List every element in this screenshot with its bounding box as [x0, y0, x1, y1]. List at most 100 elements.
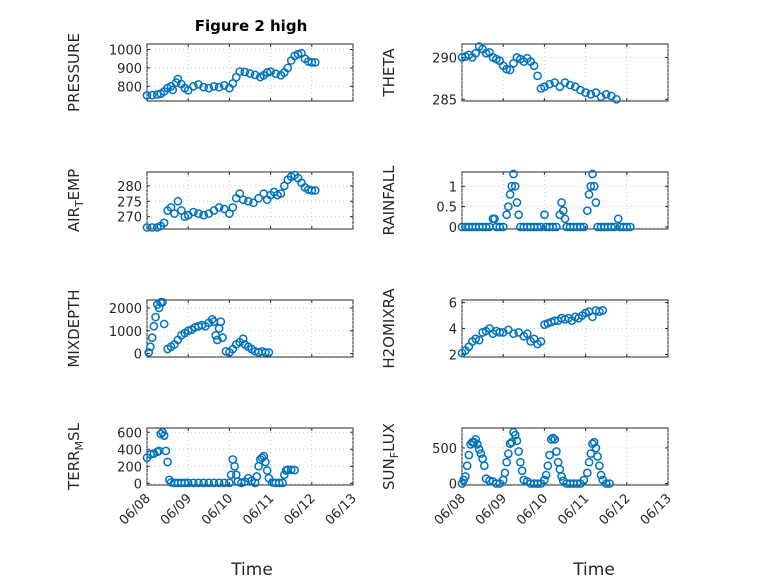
y-tick-label: 400: [117, 443, 142, 458]
data-point: [219, 478, 229, 488]
data-point: [596, 92, 606, 102]
data-point: [502, 457, 511, 467]
x-tick-label: 06/12: [597, 491, 634, 528]
data-point: [579, 475, 589, 485]
data-point: [161, 446, 171, 456]
data-point: [545, 79, 554, 89]
data-point: [495, 222, 505, 232]
data-point: [283, 63, 293, 73]
data-point: [516, 457, 525, 467]
data-point: [471, 435, 481, 444]
data-point: [245, 69, 255, 78]
data-point: [278, 478, 287, 488]
axes-rainfall: 0 0.5 1 RAINFALL: [380, 165, 669, 236]
data-point: [625, 222, 635, 232]
data-point: [194, 209, 203, 218]
data-point: [310, 186, 320, 195]
data-point: [517, 466, 527, 476]
data-point: [307, 186, 317, 195]
data-point: [230, 461, 239, 471]
y-tick-label: 1000: [109, 325, 142, 340]
x-axis-label-right: Time: [572, 560, 615, 580]
data-point: [214, 478, 224, 488]
data-point: [593, 452, 602, 461]
data-point: [479, 461, 489, 471]
data-point: [238, 195, 248, 205]
data-point: [622, 222, 632, 232]
data-point: [235, 67, 245, 76]
y-tick-label: 0: [134, 348, 142, 363]
data-point: [199, 478, 209, 488]
data-point: [579, 222, 589, 232]
data-point: [560, 214, 570, 224]
data-point: [601, 89, 611, 99]
axes-h2omixra: 2 4 6 H2OMIXRA: [380, 288, 669, 369]
data-point: [550, 435, 560, 444]
data-point: [540, 210, 549, 220]
data-point: [533, 222, 542, 232]
plot-area: [461, 43, 669, 102]
data-point: [199, 210, 209, 220]
data-point: [509, 329, 518, 339]
data-point: [214, 203, 224, 212]
data-point: [536, 222, 546, 232]
y-tick-label: 800: [117, 80, 142, 95]
data-point: [507, 437, 517, 447]
data-point: [173, 196, 183, 206]
data-point: [252, 472, 262, 481]
data-point: [180, 478, 190, 488]
data-point: [286, 465, 296, 475]
data-point: [514, 447, 524, 456]
data-point: [219, 204, 229, 214]
data-point: [209, 81, 219, 91]
data-point: [199, 82, 209, 92]
data-point: [481, 48, 491, 58]
data-point: [584, 457, 594, 467]
data-point: [228, 79, 238, 88]
data-point: [194, 478, 203, 488]
data-point: [502, 210, 511, 220]
data-point: [189, 478, 198, 488]
data-point: [218, 333, 227, 342]
data-point: [589, 181, 599, 191]
y-axis-label: SUNFLUX: [380, 423, 401, 490]
data-point: [605, 479, 614, 488]
data-point: [548, 433, 558, 443]
data-point: [502, 64, 511, 74]
data-point: [540, 82, 549, 92]
data-point: [464, 450, 474, 460]
data-point: [240, 67, 250, 77]
data-point: [226, 470, 236, 480]
plot-area: [146, 427, 354, 486]
data-point: [250, 70, 260, 80]
data-point: [548, 222, 558, 232]
y-tick-label: 2: [449, 348, 457, 363]
data-point: [471, 48, 481, 58]
data-point: [249, 198, 258, 208]
y-axis-label: MIXDEPTH: [65, 289, 83, 367]
data-point: [536, 337, 546, 346]
y-axis-label: TERRMSL: [65, 422, 86, 491]
data-point: [168, 85, 178, 95]
axes-sun-flux: 0 500 06/08 06/09 06/10 06/11 06/12 06/13 SUNFLU…: [380, 423, 675, 528]
data-point: [264, 348, 274, 357]
data-point: [576, 222, 585, 232]
axes-terr-msl: 0 200 400 600 06/08 06/09 06/10 06/11 06/12 06/13…: [65, 422, 360, 528]
plot-area: [146, 299, 354, 358]
data-point: [262, 466, 272, 475]
axes-mixdepth: 0 1000 2000 MIXDEPTH: [65, 289, 354, 368]
y-tick-label: 0.5: [436, 201, 457, 216]
x-tick-label: 06/09: [158, 491, 195, 528]
data-point: [474, 335, 484, 345]
y-tick-label: 1: [449, 180, 457, 195]
axes-pressure: 800 900 1000 PRESSURE: [65, 33, 354, 112]
data-point: [558, 206, 568, 216]
data-point: [189, 207, 198, 217]
data-point: [189, 81, 198, 91]
data-point: [261, 348, 270, 357]
data-point: [510, 181, 520, 191]
data-point: [504, 449, 513, 458]
data-point: [586, 181, 596, 191]
x-tick-label: 06/10: [514, 491, 551, 528]
